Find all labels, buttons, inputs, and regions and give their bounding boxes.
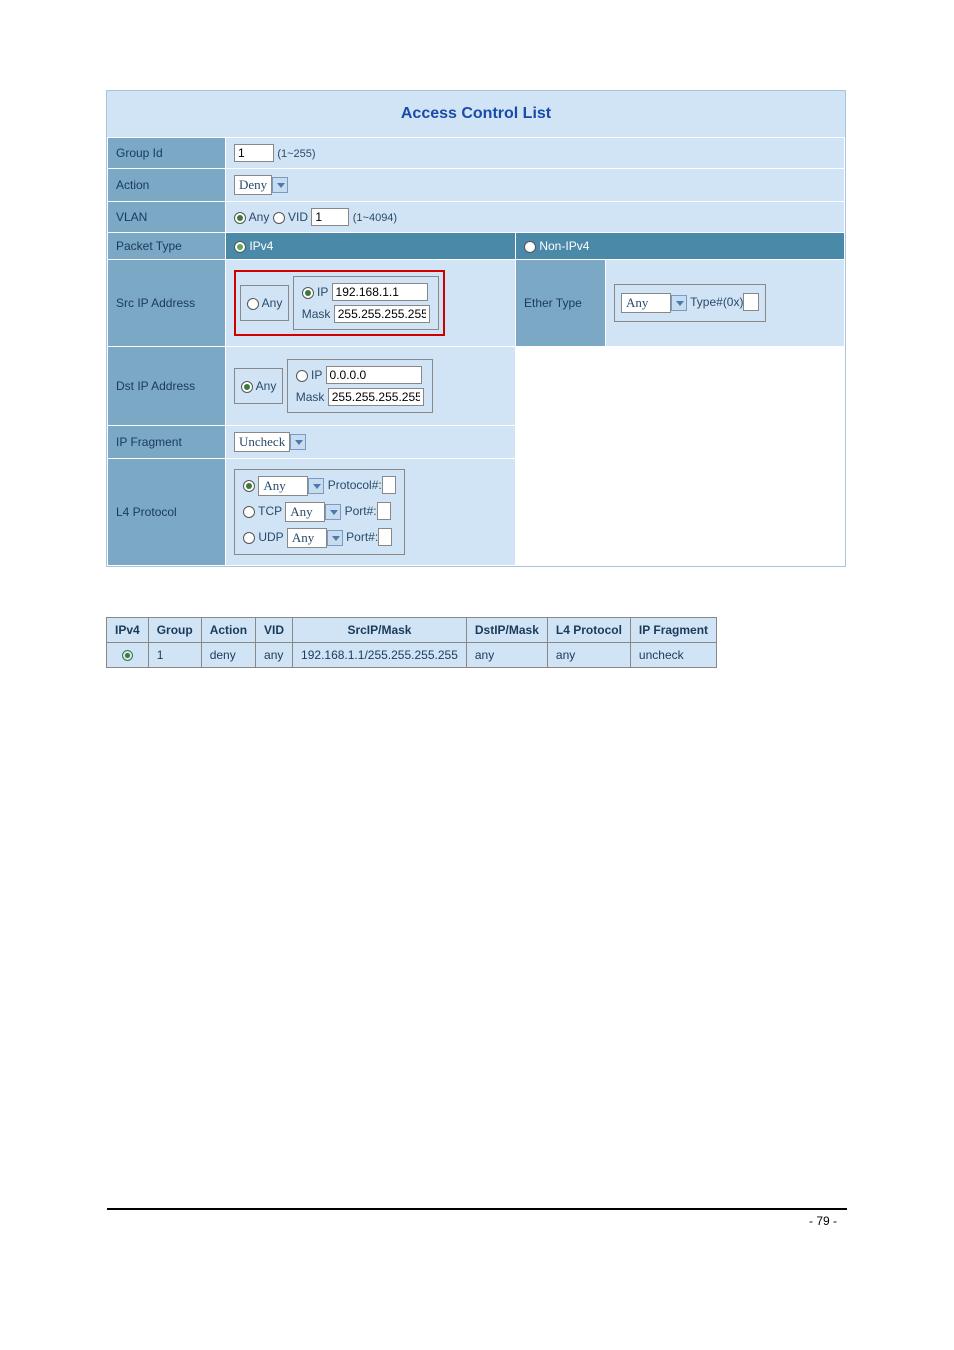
src-ip-radio[interactable] [302,287,314,299]
col-srcip: SrcIP/Mask [293,618,467,643]
ipfragment-select[interactable]: Uncheck [234,432,290,452]
vlan-vid-radio[interactable] [273,212,285,224]
l4-any-select[interactable]: Any [258,476,308,496]
src-ip-highlight: Any IP Mask [234,270,445,336]
cell-srcip: 192.168.1.1/255.255.255.255 [293,643,467,668]
vlan-vid-label: VID [288,210,308,224]
l4-any-radio[interactable] [243,480,255,492]
l4-udp-select[interactable]: Any [287,528,327,548]
l4-udp-label: UDP [258,530,283,544]
acl-form: Access Control List Group Id (1~255) Act… [106,90,846,567]
l4-tcp-port-label: Port#: [345,504,377,518]
nonipv4-radio[interactable] [524,241,536,253]
cell-ipfrag: uncheck [630,643,716,668]
dst-mask-input[interactable] [328,388,424,406]
vlan-any-label: Any [249,210,270,224]
dst-ip-label: IP [311,368,322,382]
label-action: Action [108,169,226,202]
l4-tcp-label: TCP [258,504,282,518]
src-mask-label: Mask [302,307,331,321]
l4-tcp-radio[interactable] [243,506,255,518]
dst-ip-input[interactable] [326,366,422,384]
chevron-down-icon[interactable] [272,177,288,193]
l4-udp-port-label: Port#: [346,530,378,544]
table-row: 1 deny any 192.168.1.1/255.255.255.255 a… [107,643,717,668]
label-l4-protocol: L4 Protocol [108,459,226,566]
label-ether-type: Ether Type [516,260,606,347]
group-id-input[interactable] [234,144,274,162]
cell-dstip: any [466,643,547,668]
col-action: Action [201,618,255,643]
label-dst-ip: Dst IP Address [108,347,226,426]
src-any-radio[interactable] [247,298,259,310]
chevron-down-icon[interactable] [290,434,306,450]
vlan-hint: (1~4094) [353,212,397,224]
ethertype-label: Type#(0x) [690,295,743,309]
src-ip-input[interactable] [332,283,428,301]
col-vid: VID [256,618,293,643]
col-ipfrag: IP Fragment [630,618,716,643]
group-id-hint: (1~255) [277,148,315,160]
cell-l4: any [547,643,630,668]
col-l4: L4 Protocol [547,618,630,643]
vlan-any-radio[interactable] [234,212,246,224]
l4-tcp-select[interactable]: Any [285,502,325,522]
dst-ip-radio[interactable] [296,370,308,382]
l4-protocol-label: Protocol#: [328,478,382,492]
l4-udp-port-input[interactable] [378,528,392,546]
chevron-down-icon[interactable] [308,478,324,494]
col-dstip: DstIP/Mask [466,618,547,643]
page-title: Access Control List [107,91,845,137]
ethertype-input[interactable] [743,293,759,311]
vlan-vid-input[interactable] [311,208,349,226]
chevron-down-icon[interactable] [327,530,343,546]
cell-vid: any [256,643,293,668]
cell-action: deny [201,643,255,668]
src-mask-input[interactable] [334,305,430,323]
src-ip-label: IP [317,285,328,299]
col-group: Group [148,618,201,643]
l4-tcp-port-input[interactable] [377,502,391,520]
acl-summary: IPv4 Group Action VID SrcIP/Mask DstIP/M… [106,617,846,668]
chevron-down-icon[interactable] [325,504,341,520]
ethertype-select[interactable]: Any [621,293,671,313]
dst-any-radio[interactable] [241,381,253,393]
nonipv4-label: Non-IPv4 [539,239,589,253]
ipv4-radio[interactable] [234,241,246,253]
action-select[interactable]: Deny [234,175,272,195]
label-packet-type: Packet Type [108,233,226,260]
dst-any-label: Any [256,379,277,393]
src-any-label: Any [262,296,283,310]
row-select-radio[interactable] [122,650,133,661]
label-group-id: Group Id [108,138,226,169]
chevron-down-icon[interactable] [671,295,687,311]
ipv4-label: IPv4 [249,239,273,253]
cell-group: 1 [148,643,201,668]
label-vlan: VLAN [108,202,226,233]
label-ip-fragment: IP Fragment [108,426,226,459]
l4-udp-radio[interactable] [243,532,255,544]
l4-protocol-input[interactable] [382,476,396,494]
page-number: - 79 - [107,1208,847,1228]
label-src-ip: Src IP Address [108,260,226,347]
col-ipv4: IPv4 [107,618,149,643]
dst-mask-label: Mask [296,390,325,404]
